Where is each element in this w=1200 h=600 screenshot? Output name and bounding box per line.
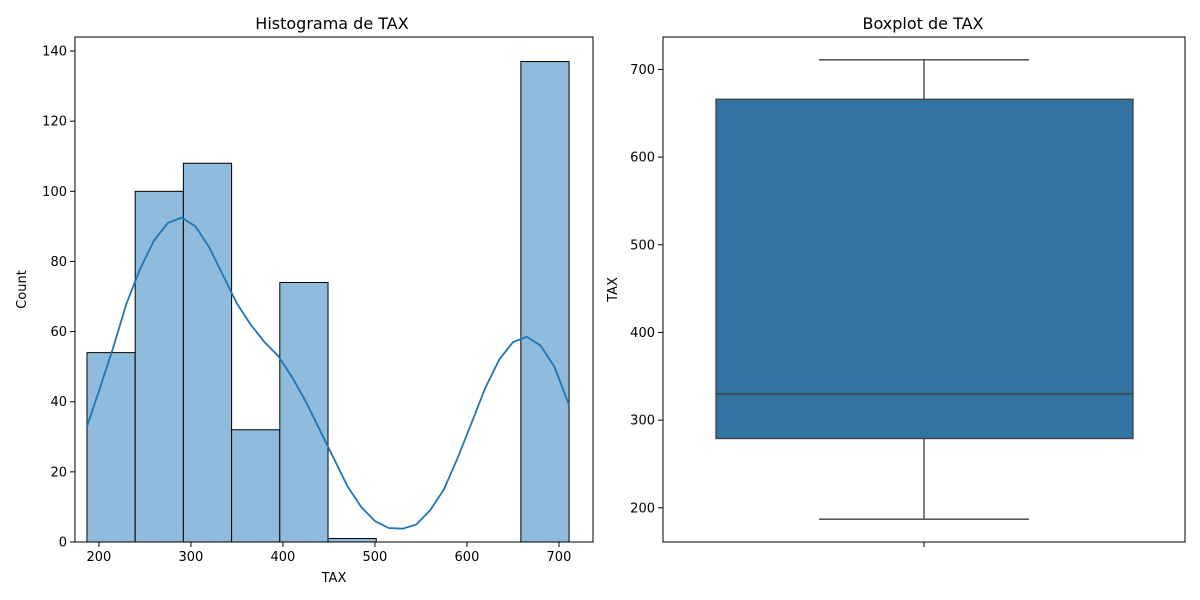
histogram-bar-9 [520, 61, 570, 543]
histogram-chart: Histograma de TAX 200 300 400 500 600 700 0 20… [15, 14, 594, 586]
boxplot-y-tick-label: 600 [630, 151, 655, 166]
boxplot-iqr-box [715, 98, 1134, 440]
histogram-y-tick-label: 20 [50, 465, 67, 480]
histogram-y-tick-label: 0 [59, 536, 67, 551]
histogram-bar-5 [327, 537, 377, 543]
boxplot-y-tick-label: 500 [630, 238, 655, 253]
boxplot-marks [715, 59, 1134, 520]
histogram-x-tick-label: 500 [363, 550, 388, 565]
boxplot-axes-frame [662, 36, 1186, 543]
boxplot-chart: Boxplot de TAX 200 300 400 500 600 700 TAX [606, 14, 1186, 547]
histogram-y-tick-label: 120 [42, 115, 67, 130]
boxplot-y-tick-label: 200 [630, 501, 655, 516]
histogram-x-ticks: 200 300 400 500 600 700 [87, 542, 572, 565]
histogram-x-label: TAX [321, 571, 347, 586]
histogram-y-tick-label: 60 [50, 325, 67, 340]
histogram-y-ticks: 0 20 40 60 80 100 120 140 [42, 45, 75, 551]
histogram-bar-2 [182, 162, 233, 543]
histogram-y-tick-label: 140 [42, 45, 67, 60]
histogram-y-tick-label: 40 [50, 395, 67, 410]
boxplot-title: Boxplot de TAX [862, 14, 983, 33]
histogram-bar-3 [231, 429, 281, 543]
boxplot-y-tick-label: 400 [630, 326, 655, 341]
kde-curve [86, 216, 570, 530]
histogram-bar-1 [134, 190, 184, 543]
histogram-x-tick-label: 600 [455, 550, 480, 565]
histogram-x-tick-label: 300 [179, 550, 204, 565]
boxplot-y-label: TAX [606, 277, 621, 303]
boxplot-y-ticks: 200 300 400 500 600 700 [630, 63, 663, 516]
histogram-bar-0 [86, 352, 136, 543]
boxplot-y-tick-label: 300 [630, 414, 655, 429]
boxplot-y-tick-label: 700 [630, 63, 655, 78]
histogram-y-label: Count [15, 270, 30, 309]
histogram-bars [86, 61, 570, 543]
histogram-x-tick-label: 700 [547, 550, 572, 565]
histogram-title: Histograma de TAX [255, 14, 408, 33]
histogram-bar-4 [279, 281, 329, 543]
histogram-axes-frame [74, 36, 594, 543]
histogram-y-tick-label: 100 [42, 185, 67, 200]
histogram-y-tick-label: 80 [50, 255, 67, 270]
histogram-x-tick-label: 400 [271, 550, 296, 565]
histogram-x-tick-label: 200 [87, 550, 112, 565]
